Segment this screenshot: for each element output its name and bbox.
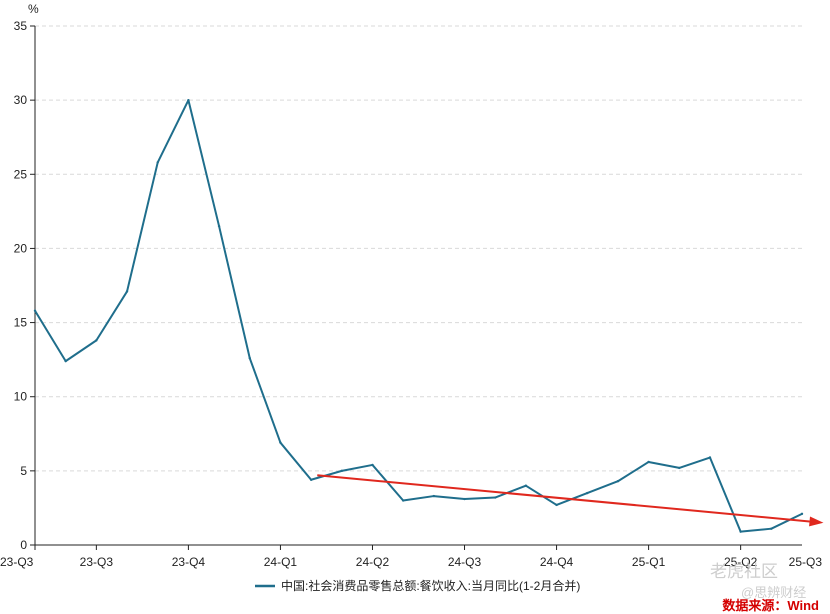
data-point — [340, 469, 343, 473]
data-point — [156, 161, 159, 164]
data-point — [401, 499, 405, 502]
data-point — [95, 339, 98, 342]
axes — [34, 26, 802, 546]
y-tick-label: 10 — [14, 390, 28, 404]
x-tick-label: 23-Q3 — [80, 555, 114, 569]
legend: 中国:社会消费品零售总额:餐饮收入:当月同比(1-2月合并) — [255, 578, 580, 593]
y-tick-label: 20 — [14, 241, 28, 255]
data-point — [494, 496, 497, 499]
x-axis-ticks: 23-Q3 23-Q3 23-Q4 24-Q1 24-Q2 24-Q3 24-Q4 25-Q1… — [0, 545, 823, 569]
data-point — [770, 527, 773, 530]
y-axis-ticks: 0 5 10 15 20 25 30 35 — [14, 19, 35, 552]
data-point — [708, 456, 712, 459]
grid-lines — [35, 25, 802, 472]
data-point — [217, 224, 221, 228]
trend-arrow — [317, 474, 824, 527]
x-tick-label: 25-Q1 — [632, 555, 666, 569]
data-point — [647, 460, 650, 464]
y-axis-unit: % — [28, 2, 39, 16]
x-tick-label: 24-Q2 — [356, 555, 390, 569]
x-tick-label: 23-Q4 — [172, 555, 206, 569]
x-tick-label: 25-Q3 — [789, 555, 823, 569]
data-point — [555, 503, 558, 507]
source-note: 数据来源：Wind — [722, 598, 819, 613]
data-point — [463, 497, 466, 501]
data-point — [371, 463, 374, 467]
trend-arrow-head — [809, 516, 824, 527]
x-tick-label: 24-Q1 — [264, 555, 298, 569]
x-tick-label: 25-Q2 — [724, 555, 758, 569]
x-tick-label: 23-Q3 — [0, 555, 34, 569]
series-layer — [33, 98, 804, 533]
x-tick-label: 24-Q3 — [448, 555, 482, 569]
y-tick-label: 25 — [14, 167, 28, 181]
data-point — [309, 478, 313, 481]
y-tick-label: 0 — [20, 538, 27, 552]
data-point — [248, 356, 251, 360]
legend-label: 中国:社会消费品零售总额:餐饮收入:当月同比(1-2月合并) — [281, 578, 580, 593]
data-point — [586, 491, 589, 495]
data-point — [33, 309, 37, 312]
y-tick-label: 15 — [14, 316, 28, 330]
y-tick-label: 35 — [14, 19, 28, 33]
watermark-brand: 老虎社区 — [710, 562, 778, 581]
y-tick-label: 30 — [14, 93, 28, 107]
series-line — [34, 99, 803, 533]
y-tick-label: 5 — [20, 464, 27, 478]
data-point — [64, 359, 67, 363]
data-point — [125, 290, 129, 293]
data-point — [616, 480, 620, 483]
x-tick-label: 24-Q4 — [540, 555, 574, 569]
watermark-handle: @思辨财经 — [741, 585, 806, 600]
data-point — [432, 494, 436, 498]
watermark: 老虎社区 @思辨财经 — [710, 562, 806, 600]
data-point — [187, 98, 190, 102]
data-point — [279, 441, 282, 444]
data-point — [800, 512, 804, 516]
data-point — [739, 530, 742, 533]
data-point — [678, 466, 681, 470]
trend-arrow-shaft — [317, 474, 810, 523]
data-point — [524, 484, 528, 487]
